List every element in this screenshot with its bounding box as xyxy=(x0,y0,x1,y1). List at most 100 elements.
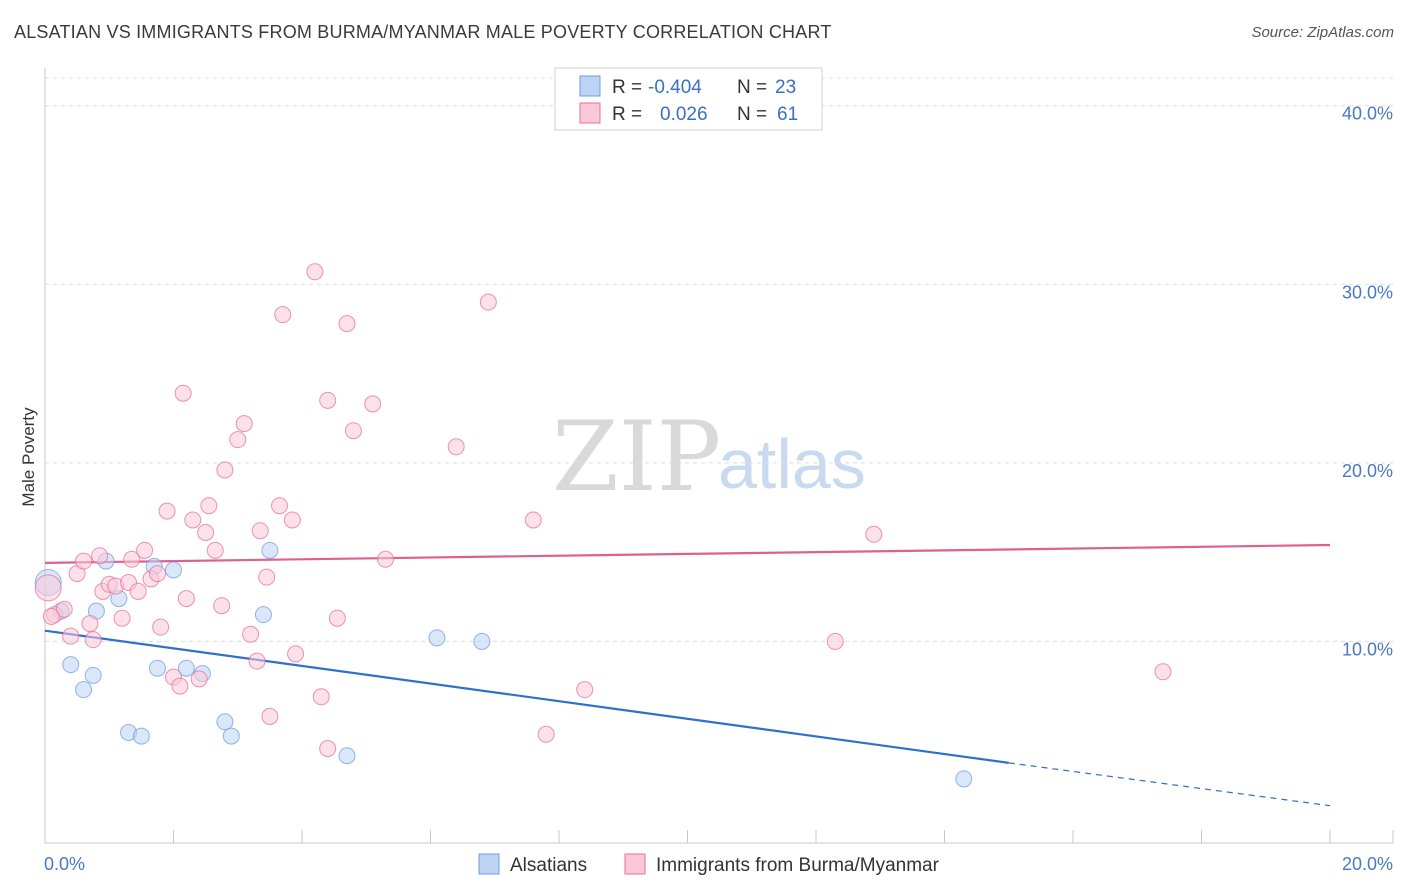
point-alsatians xyxy=(338,747,356,765)
point-burma xyxy=(865,525,883,543)
point-burma xyxy=(235,415,253,433)
point-burma xyxy=(75,552,93,570)
bottom-legend-swatch-alsatians xyxy=(478,853,500,875)
point-alsatians xyxy=(177,659,195,677)
point-alsatians xyxy=(473,632,491,650)
point-burma xyxy=(129,582,147,600)
y-axis-label: Male Poverty xyxy=(19,407,38,507)
point-burma xyxy=(213,597,231,615)
point-burma xyxy=(261,707,279,725)
point-burma xyxy=(319,391,337,409)
point-burma xyxy=(229,431,247,449)
legend-swatch-burma xyxy=(579,102,601,124)
series-legend: Alsatians Immigrants from Burma/Myanmar xyxy=(478,853,940,876)
point-burma xyxy=(123,550,141,568)
legend-swatch-alsatians xyxy=(579,75,601,97)
point-burma xyxy=(338,315,356,333)
point-burma xyxy=(447,438,465,456)
chart-title: ALSATIAN VS IMMIGRANTS FROM BURMA/MYANMA… xyxy=(14,22,832,42)
point-burma xyxy=(251,522,269,540)
point-burma xyxy=(248,652,266,670)
bottom-legend-label-alsatians: Alsatians xyxy=(510,855,587,876)
point-burma xyxy=(274,306,292,324)
legend-r-value-2: 0.026 xyxy=(660,104,708,125)
point-burma xyxy=(34,574,62,602)
point-burma xyxy=(479,293,497,311)
point-burma xyxy=(184,511,202,529)
legend-n-value-2: 61 xyxy=(777,104,798,125)
point-burma xyxy=(174,384,192,402)
point-burma xyxy=(1154,663,1172,681)
trend-line-burma xyxy=(44,543,1331,564)
point-alsatians xyxy=(84,666,102,684)
point-alsatians xyxy=(222,727,240,745)
point-burma xyxy=(42,607,60,625)
point-burma xyxy=(271,497,289,515)
point-alsatians xyxy=(261,541,279,559)
watermark-zip: ZIP xyxy=(552,401,721,513)
point-burma xyxy=(826,632,844,650)
point-burma xyxy=(242,625,260,643)
trend-lines xyxy=(44,543,1331,807)
point-burma xyxy=(287,645,305,663)
y-tick-label: 10.0% xyxy=(1342,639,1393,659)
bottom-legend-label-burma: Immigrants from Burma/Myanmar xyxy=(656,855,940,876)
point-burma xyxy=(216,461,234,479)
point-burma xyxy=(158,502,176,520)
legend-n-value-1: 23 xyxy=(775,77,796,98)
correlation-legend: R = -0.404 N = 23 R = 0.026 N = 61 xyxy=(554,67,823,131)
y-tick-label: 30.0% xyxy=(1342,282,1393,302)
point-burma xyxy=(62,627,80,645)
bottom-legend-swatch-burma xyxy=(624,853,646,875)
point-burma xyxy=(206,541,224,559)
point-burma xyxy=(190,670,208,688)
point-burma xyxy=(177,590,195,608)
source-attribution: Source: ZipAtlas.com xyxy=(1251,24,1394,41)
x-tick-label: 20.0% xyxy=(1342,854,1393,874)
point-burma xyxy=(200,497,218,515)
data-points xyxy=(34,263,1172,788)
point-burma xyxy=(148,565,166,583)
point-burma xyxy=(197,524,215,541)
point-alsatians xyxy=(428,629,446,647)
point-burma xyxy=(55,600,73,618)
point-alsatians xyxy=(955,770,973,788)
point-burma xyxy=(283,511,301,529)
point-burma xyxy=(328,609,346,627)
point-burma xyxy=(84,631,102,649)
watermark-atlas: atlas xyxy=(718,425,866,503)
point-alsatians xyxy=(216,713,234,731)
point-burma xyxy=(524,511,542,529)
legend-n-label-2: N = xyxy=(737,104,767,125)
point-burma xyxy=(319,740,337,758)
point-alsatians xyxy=(62,656,80,674)
point-burma xyxy=(258,568,276,586)
point-burma xyxy=(364,395,382,413)
legend-r-value-1: -0.404 xyxy=(648,77,702,98)
point-burma xyxy=(377,550,395,568)
trend-line-alsatians xyxy=(44,629,1009,764)
point-burma xyxy=(344,422,362,440)
point-burma xyxy=(306,263,324,281)
point-alsatians xyxy=(254,606,272,624)
point-alsatians xyxy=(148,659,166,677)
point-alsatians xyxy=(75,681,93,699)
point-burma xyxy=(171,677,189,695)
legend-r-label-2: R = xyxy=(612,104,642,125)
x-tick-label: 0.0% xyxy=(44,854,85,874)
point-burma xyxy=(113,609,131,627)
trend-line-alsatians-extension xyxy=(1008,762,1331,807)
legend-r-label-1: R = xyxy=(612,77,642,98)
legend-n-label-1: N = xyxy=(737,77,767,98)
point-burma xyxy=(312,688,330,706)
grid-lines xyxy=(45,77,1395,642)
axes xyxy=(44,68,1394,844)
point-burma xyxy=(152,618,170,636)
point-burma xyxy=(136,541,154,559)
point-alsatians xyxy=(132,727,150,745)
point-burma xyxy=(576,681,594,699)
point-alsatians xyxy=(165,561,182,579)
point-burma xyxy=(537,725,555,743)
y-tick-label: 20.0% xyxy=(1342,461,1393,481)
